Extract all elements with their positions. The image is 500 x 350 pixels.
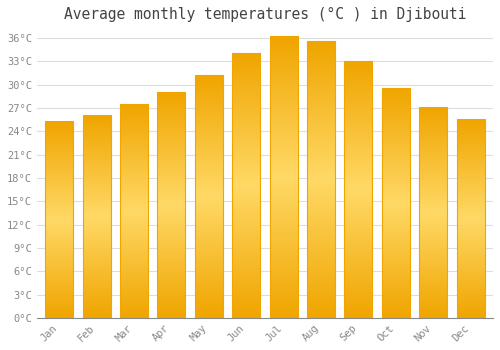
Title: Average monthly temperatures (°C ) in Djibouti: Average monthly temperatures (°C ) in Dj…	[64, 7, 466, 22]
Bar	[232, 54, 260, 318]
Bar	[307, 41, 335, 318]
Bar	[195, 75, 223, 318]
Bar	[45, 122, 74, 318]
Bar	[419, 108, 447, 318]
Bar	[82, 116, 110, 318]
Bar	[456, 119, 484, 318]
Bar	[158, 92, 186, 318]
Bar	[344, 61, 372, 318]
Bar	[382, 89, 410, 318]
Bar	[270, 36, 297, 318]
Bar	[120, 104, 148, 318]
